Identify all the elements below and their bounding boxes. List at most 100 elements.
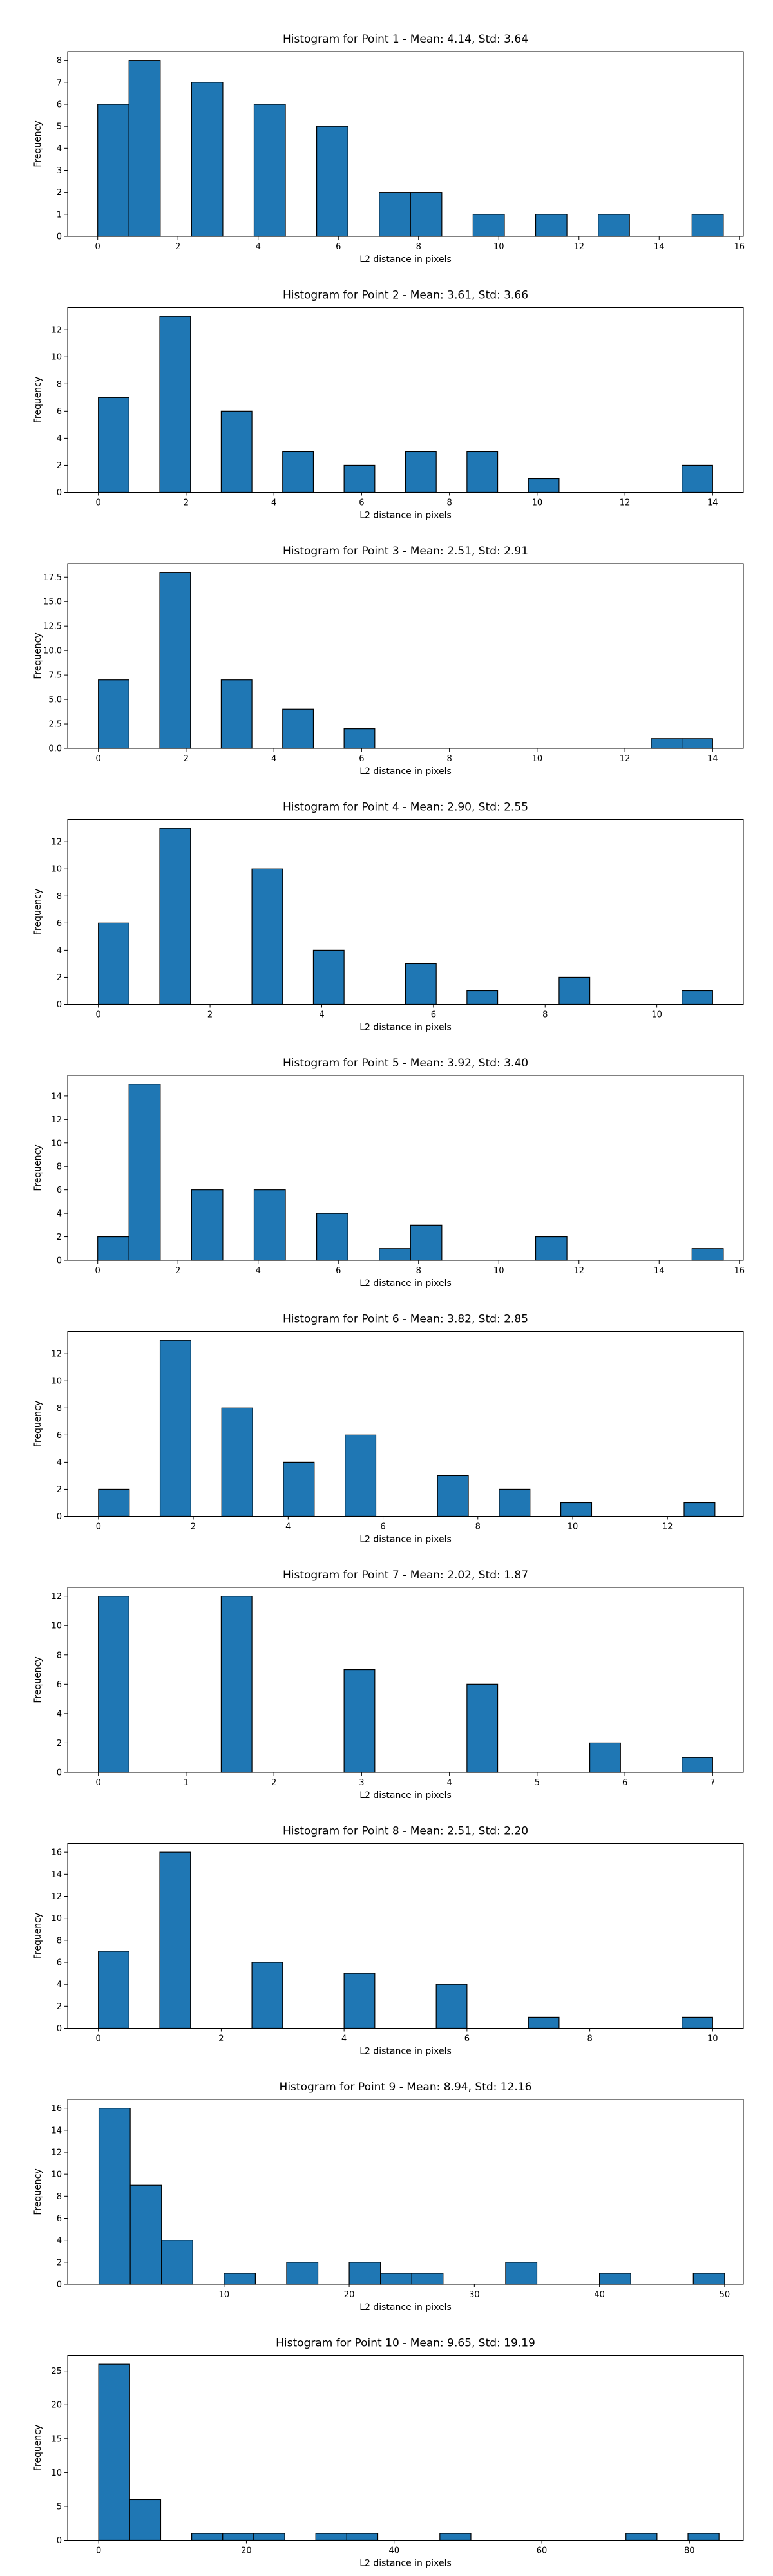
- y-tick-label: 3: [57, 166, 62, 176]
- x-tick-label: 0: [95, 1266, 100, 1276]
- histogram-bar: [253, 1189, 286, 1261]
- histogram-bar: [466, 1683, 499, 1773]
- y-tick-label: 4: [57, 1980, 62, 1990]
- y-tick-label: 0: [57, 2024, 62, 2034]
- chart-title: Histogram for Point 4 - Mean: 2.90, Std:…: [283, 801, 528, 814]
- histogram-panel-8: Histogram for Point 8 - Mean: 2.51, Std:…: [33, 1825, 744, 2057]
- x-tick-label: 12: [573, 1266, 584, 1276]
- x-tick-label: 10: [651, 1010, 662, 1020]
- y-tick-label: 5: [57, 122, 62, 132]
- histogram-bar: [625, 2533, 658, 2541]
- histogram-bar: [161, 2240, 193, 2285]
- histogram-bar: [687, 2533, 720, 2541]
- x-tick-label: 4: [319, 1010, 324, 1020]
- histogram-bar: [191, 1189, 224, 1261]
- x-tick-label: 2: [184, 754, 189, 764]
- x-tick-label: 80: [684, 2546, 695, 2556]
- y-tick-label: 6: [57, 1680, 62, 1690]
- y-tick-label: 8: [57, 56, 62, 66]
- y-tick-label: 14: [51, 1092, 62, 1101]
- x-tick-label: 50: [720, 2290, 730, 2300]
- y-tick-label: 15.0: [43, 598, 62, 607]
- plot-frame: [67, 2355, 744, 2541]
- y-tick-label: 7: [57, 78, 62, 88]
- y-tick-label: 12: [51, 1115, 62, 1125]
- y-tick-label: 2.5: [48, 720, 62, 730]
- y-tick-label: 4: [57, 434, 62, 444]
- x-tick-label: 2: [175, 242, 180, 252]
- x-tick-label: 6: [336, 242, 341, 252]
- y-tick-label: 4: [57, 1458, 62, 1468]
- x-tick-label: 8: [416, 1266, 421, 1276]
- histogram-panel-9: Histogram for Point 9 - Mean: 8.94, Std:…: [33, 2081, 744, 2313]
- y-tick-label: 0: [57, 488, 62, 498]
- histogram-bar: [405, 451, 437, 493]
- plot-frame: [67, 307, 744, 493]
- y-tick-label: 8: [57, 1936, 62, 1946]
- y-tick-label: 5.0: [48, 696, 62, 705]
- histogram-bar: [379, 1248, 411, 1261]
- histogram-bar: [558, 976, 591, 1005]
- x-tick-label: 7: [710, 1778, 715, 1788]
- plot-frame: [67, 51, 744, 237]
- y-tick-label: 6: [57, 1431, 62, 1441]
- y-tick-label: 2: [57, 2258, 62, 2268]
- y-axis-label: Frequency: [33, 2425, 43, 2471]
- x-tick-label: 16: [734, 242, 745, 252]
- y-tick-label: 10: [51, 353, 62, 363]
- histogram-bar: [348, 2262, 381, 2285]
- y-tick-label: 7.5: [48, 671, 62, 681]
- y-tick-label: 12: [51, 2148, 62, 2158]
- x-tick-label: 8: [475, 1522, 481, 1532]
- histogram-bar: [286, 2262, 319, 2285]
- plot-frame: [67, 1587, 744, 1773]
- x-tick-label: 30: [469, 2290, 480, 2300]
- histogram-bar: [98, 2108, 131, 2285]
- x-tick-label: 6: [431, 1010, 436, 1020]
- x-axis-label: L2 distance in pixels: [359, 1790, 452, 1801]
- y-tick-label: 25: [51, 2367, 62, 2376]
- x-tick-label: 20: [344, 2290, 355, 2300]
- x-tick-label: 14: [654, 242, 665, 252]
- plot-frame: [67, 563, 744, 749]
- y-tick-label: 17.5: [43, 573, 62, 583]
- x-tick-label: 60: [537, 2546, 548, 2556]
- y-axis-label: Frequency: [33, 377, 43, 423]
- histogram-bar: [221, 1407, 253, 1517]
- histogram-bar: [251, 1962, 283, 2029]
- x-tick-label: 10: [219, 2290, 230, 2300]
- x-tick-label: 5: [535, 1778, 540, 1788]
- y-tick-label: 4: [57, 144, 62, 154]
- histogram-bar: [472, 214, 505, 237]
- chart-title: Histogram for Point 8 - Mean: 2.51, Std:…: [283, 1825, 528, 1838]
- chart-title: Histogram for Point 5 - Mean: 3.92, Std:…: [283, 1057, 528, 1070]
- histogram-bar: [528, 2016, 560, 2029]
- histogram-bar: [435, 1984, 468, 2029]
- histogram-bar: [499, 1488, 531, 1517]
- x-tick-label: 6: [464, 2034, 470, 2044]
- histogram-bar: [589, 1742, 621, 1773]
- histogram-bar: [222, 2533, 254, 2541]
- plot-frame: [67, 1331, 744, 1517]
- y-tick-label: 10: [51, 1377, 62, 1387]
- chart-title: Histogram for Point 3 - Mean: 2.51, Std:…: [283, 545, 528, 558]
- histogram-bar: [528, 478, 560, 493]
- y-tick-label: 12: [51, 326, 62, 336]
- histogram-bar: [129, 2184, 162, 2285]
- histogram-bar: [599, 2273, 631, 2285]
- histogram-bar: [253, 104, 286, 237]
- histogram-bar: [224, 2273, 256, 2285]
- histogram-bar: [312, 949, 345, 1005]
- y-tick-label: 10.0: [43, 647, 62, 656]
- histogram-bar: [505, 2262, 538, 2285]
- x-tick-label: 0: [96, 1778, 101, 1788]
- histogram-bar: [682, 464, 713, 493]
- histogram-bar: [411, 2273, 444, 2285]
- x-tick-label: 6: [359, 754, 364, 764]
- histogram-bar: [691, 214, 724, 237]
- x-tick-label: 8: [542, 1010, 548, 1020]
- histogram-bar: [560, 1502, 593, 1517]
- histogram-bar: [343, 1973, 376, 2029]
- histogram-bar: [691, 1248, 724, 1261]
